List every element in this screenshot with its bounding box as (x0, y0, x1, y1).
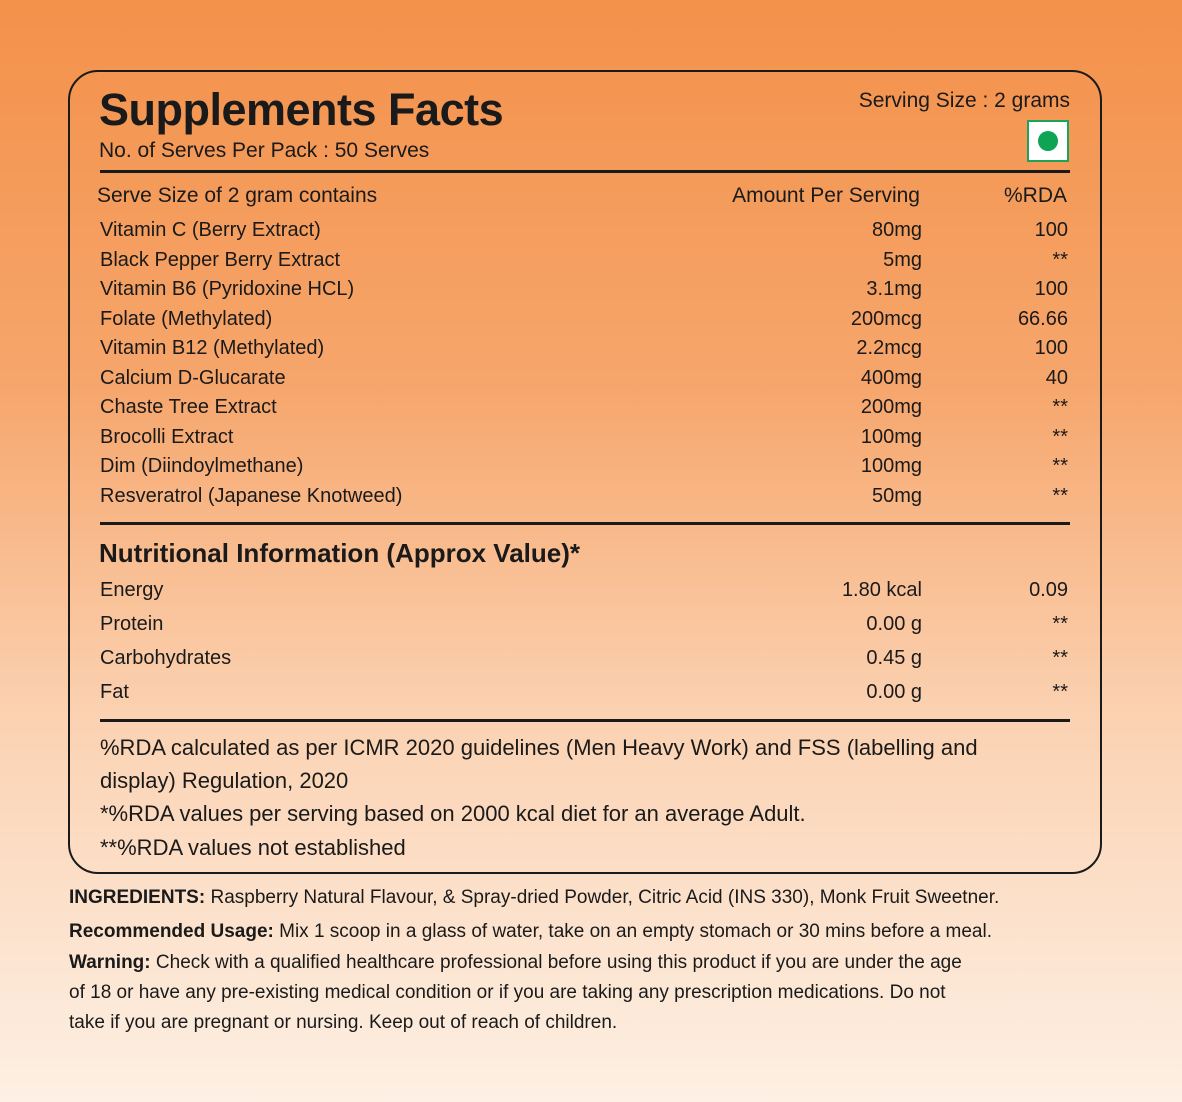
rda-value: 40 (1045, 366, 1068, 389)
rda-value: 100 (1034, 337, 1068, 359)
table-row: Vitamin B12 (Methylated) 2.2mcg 100 (100, 337, 1068, 363)
amount-value: 200mg (860, 396, 922, 418)
warning-text: Check with a qualified healthcare profes… (150, 952, 962, 973)
amount-value: 100mg (860, 425, 922, 448)
rda-value: ** (1052, 396, 1068, 418)
divider (100, 522, 1070, 525)
nutrient-name: Vitamin B6 (Pyridoxine HCL) (100, 278, 355, 300)
nutrient-name: Fat (100, 681, 129, 703)
amount-value: 3.1mg (866, 278, 922, 300)
table-row: Dim (Diindoylmethane) 100mg ** (100, 455, 1068, 481)
serves-per-pack: No. of Serves Per Pack : 50 Serves (99, 139, 430, 162)
table-row: Brocolli Extract 100mg ** (100, 426, 1068, 452)
amount-value: 100mg (860, 455, 922, 477)
rda-value: ** (1052, 681, 1068, 703)
amount-value: 0.00 g (866, 681, 922, 703)
amount-value: 200mcg (850, 307, 922, 330)
table-row: Calcium D-Glucarate 400mg 40 (100, 367, 1068, 393)
column-header: Serve Size of 2 gram contains (97, 184, 378, 207)
warning: Warning: Check with a qualified healthca… (69, 952, 962, 974)
nutrient-name: Vitamin C (Berry Extract) (100, 219, 321, 241)
table-row: Vitamin B6 (Pyridoxine HCL) 3.1mg 100 (100, 278, 1068, 304)
table-row: Resveratrol (Japanese Knotweed) 50mg ** (100, 485, 1068, 511)
ingredients: INGREDIENTS: Raspberry Natural Flavour, … (69, 887, 999, 909)
nutrition-title: Nutritional Information (Approx Value)* (99, 538, 581, 568)
rda-value: ** (1052, 455, 1068, 477)
ingredients-label: INGREDIENTS: (69, 887, 206, 908)
rda-value: 0.09 (1029, 579, 1068, 601)
rda-value: ** (1052, 425, 1068, 448)
amount-value: 5mg (883, 248, 922, 271)
nutrient-name: Calcium D-Glucarate (100, 366, 286, 389)
table-row: Chaste Tree Extract 200mg ** (100, 396, 1068, 422)
nutrient-name: Carbohydrates (100, 647, 232, 669)
veg-symbol-icon (1027, 120, 1069, 162)
amount-value: 400mg (860, 366, 922, 389)
usage-label: Recommended Usage: (69, 921, 274, 942)
nutrient-name: Vitamin B12 (Methylated) (100, 337, 325, 359)
serving-size: Serving Size : 2 grams (858, 89, 1070, 112)
divider (100, 719, 1070, 722)
table-row: Carbohydrates 0.45 g ** (100, 647, 1068, 673)
table-header: Serve Size of 2 gram contains Amount Per… (97, 184, 1067, 210)
recommended-usage: Recommended Usage: Mix 1 scoop in a glas… (69, 921, 992, 943)
table-row: Fat 0.00 g ** (100, 681, 1068, 707)
table-row: Black Pepper Berry Extract 5mg ** (100, 249, 1068, 275)
amount-value: 50mg (871, 484, 922, 507)
rda-value: ** (1052, 613, 1068, 635)
table-row: Folate (Methylated) 200mcg 66.66 (100, 308, 1068, 334)
page-title: Supplements Facts (99, 84, 504, 135)
warning-label: Warning: (69, 952, 151, 973)
column-header: Amount Per Serving (732, 184, 920, 207)
footnote: **%RDA values not established (100, 835, 406, 860)
table-row: Protein 0.00 g ** (100, 613, 1068, 639)
nutrient-name: Folate (Methylated) (100, 307, 273, 330)
table-row: Energy 1.80 kcal 0.09 (100, 579, 1068, 605)
rda-value: ** (1052, 248, 1068, 271)
nutrient-name: Protein (100, 613, 164, 635)
footnote: display) Regulation, 2020 (100, 768, 349, 793)
rda-value: ** (1052, 484, 1068, 507)
amount-value: 1.80 kcal (841, 579, 922, 601)
divider (100, 170, 1070, 173)
footnote: *%RDA values per serving based on 2000 k… (100, 801, 806, 826)
facts-panel (68, 70, 1102, 874)
column-header: %RDA (1003, 184, 1067, 207)
nutrient-name: Brocolli Extract (100, 425, 234, 448)
ingredients-text: Raspberry Natural Flavour, & Spray-dried… (205, 887, 1000, 908)
nutrient-name: Black Pepper Berry Extract (100, 248, 341, 271)
rda-value: 66.66 (1017, 307, 1068, 330)
rda-value: ** (1052, 647, 1068, 669)
warning-text: of 18 or have any pre-existing medical c… (69, 982, 946, 1003)
amount-value: 2.2mcg (856, 337, 922, 359)
table-row: Vitamin C (Berry Extract) 80mg 100 (100, 219, 1068, 245)
rda-value: 100 (1034, 219, 1068, 241)
nutrient-name: Chaste Tree Extract (100, 396, 277, 418)
nutrient-name: Energy (100, 579, 164, 601)
nutrient-name: Resveratrol (Japanese Knotweed) (100, 484, 403, 507)
amount-value: 80mg (871, 219, 922, 241)
warning-text: take if you are pregnant or nursing. Kee… (69, 1012, 618, 1033)
nutrient-name: Dim (Diindoylmethane) (100, 455, 304, 477)
amount-value: 0.00 g (866, 613, 922, 635)
footnote: %RDA calculated as per ICMR 2020 guideli… (100, 735, 978, 760)
rda-value: 100 (1034, 278, 1068, 300)
usage-text: Mix 1 scoop in a glass of water, take on… (273, 921, 992, 942)
amount-value: 0.45 g (866, 647, 922, 669)
